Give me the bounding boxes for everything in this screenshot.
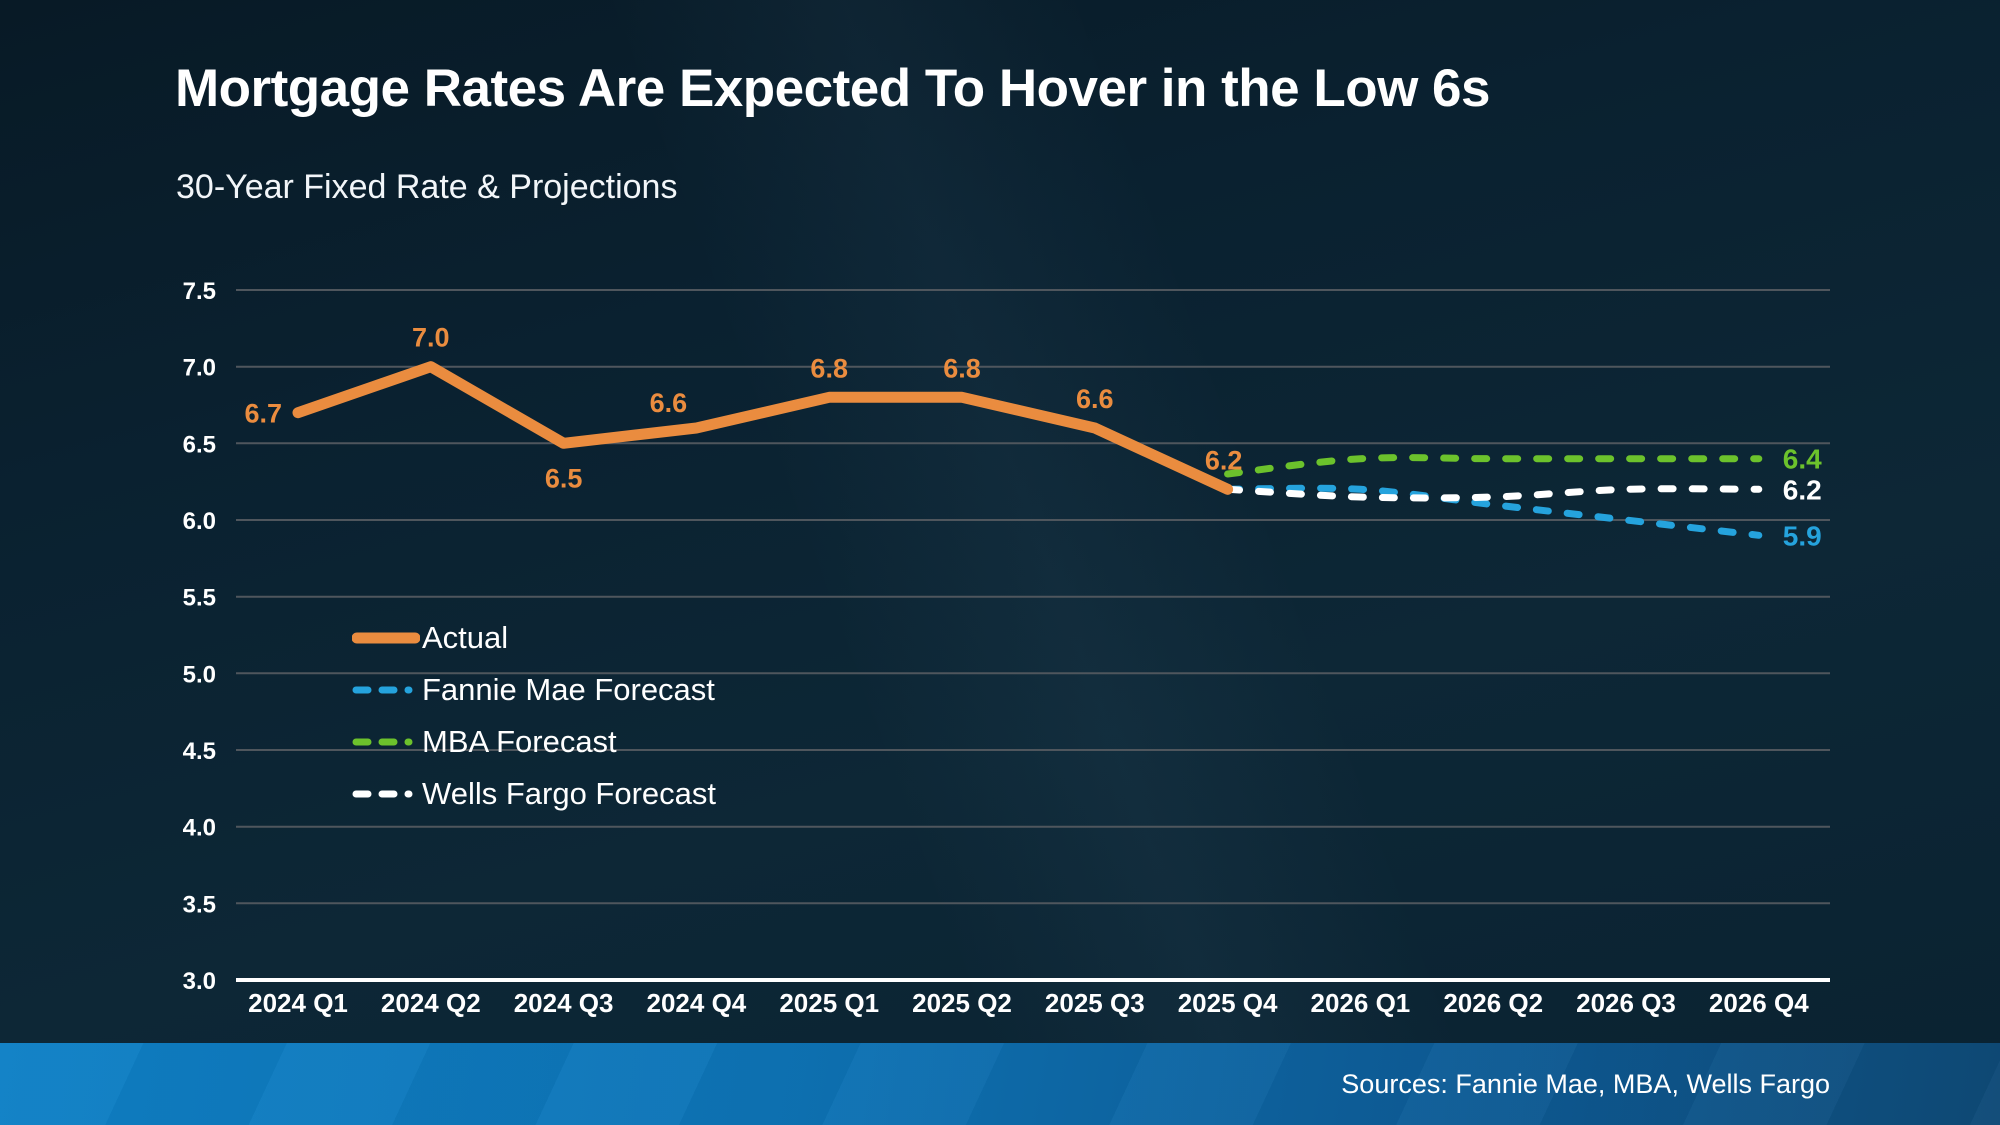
legend-item-actual: Actual [352,612,716,664]
x-tick-label: 2025 Q1 [779,988,879,1018]
point-label: 6.8 [810,353,848,383]
point-label: 6.8 [943,353,981,383]
legend-item-fannie-mae: Fannie Mae Forecast [352,664,716,716]
page-subtitle: 30-Year Fixed Rate & Projections [176,168,678,206]
y-tick-label: 4.0 [183,815,216,842]
legend-item-wells-fargo: Wells Fargo Forecast [352,768,716,820]
x-tick-label: 2026 Q2 [1443,988,1543,1018]
series-line-actual [292,361,1234,495]
y-tick-label: 7.5 [183,278,216,305]
x-tick-label: 2026 Q1 [1311,988,1411,1018]
y-tick-label: 5.5 [183,585,216,612]
x-tick-label: 2025 Q4 [1178,988,1278,1018]
bottom-accent-bar: Sources: Fannie Mae, MBA, Wells Fargo [0,1043,2000,1125]
legend-swatch-dashed-icon [352,790,420,798]
y-tick-label: 3.0 [183,968,216,995]
y-axis-tick-labels: 7.5 7.0 6.5 6.0 5.5 5.0 4.5 4.0 3.5 3.0 [183,278,216,995]
x-tick-label: 2024 Q3 [514,988,614,1018]
y-tick-label: 6.5 [183,431,216,458]
legend-label: Fannie Mae Forecast [422,672,715,707]
legend-label: Wells Fargo Forecast [422,776,717,811]
series-line-mba-forecast [1224,454,1763,478]
point-label: 6.2 [1205,445,1243,475]
point-label: 6.5 [545,463,583,493]
legend-label: Actual [422,620,509,655]
end-label-mba-forecast: 6.4 [1783,444,1822,475]
gridlines [236,289,1830,982]
page-title: Mortgage Rates Are Expected To Hover in … [175,59,1491,118]
point-label: 6.6 [1076,384,1114,414]
series-line-wells-fargo-forecast [1224,485,1763,502]
series-line-fannie-mae-forecast [1224,484,1763,539]
x-tick-label: 2024 Q1 [248,988,348,1018]
x-tick-label: 2025 Q2 [912,988,1012,1018]
x-axis-tick-labels: 2024 Q1 2024 Q2 2024 Q3 2024 Q4 2025 Q1 2025 … [248,988,1809,1018]
forecast-end-labels: 5.9 6.46.2 [1783,444,1822,552]
legend-swatch-solid-icon [352,632,420,644]
point-label: 6.6 [650,388,688,418]
legend-swatch-dashed-icon [352,686,420,694]
x-tick-label: 2024 Q4 [647,988,747,1018]
legend-swatch-dashed-icon [352,738,420,746]
chart-legend: Actual Fannie Mae Forecast MBA Forecast … [352,612,716,820]
legend-item-mba: MBA Forecast [352,716,716,768]
legend-label: MBA Forecast [422,724,617,759]
y-tick-label: 5.0 [183,661,216,688]
actual-point-labels: 6.7 7.0 6.5 6.6 6.8 6.8 6.6 6.2 [244,323,1242,494]
x-tick-label: 2026 Q4 [1709,988,1809,1018]
y-tick-label: 7.0 [183,355,216,382]
x-tick-label: 2024 Q2 [381,988,481,1018]
y-tick-label: 6.0 [183,508,216,535]
x-tick-label: 2025 Q3 [1045,988,1145,1018]
y-tick-label: 3.5 [183,891,216,918]
end-label-wells-fargo-forecast: 6.2 [1783,474,1822,505]
end-label-fannie-mae-forecast: 5.9 [1783,520,1822,551]
point-label: 7.0 [412,323,450,353]
point-label: 6.7 [244,399,282,429]
y-tick-label: 4.5 [183,738,216,765]
sources-caption: Sources: Fannie Mae, MBA, Wells Fargo [1341,1069,1830,1099]
x-tick-label: 2026 Q3 [1576,988,1676,1018]
